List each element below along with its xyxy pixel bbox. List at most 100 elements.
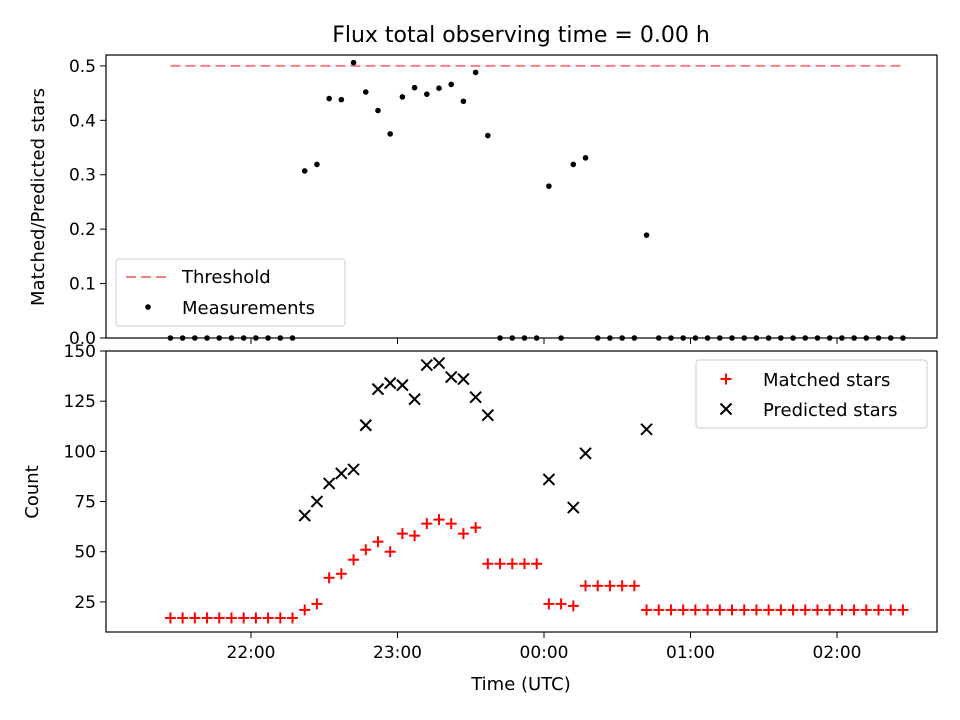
bottom-y-tick-label: 150: [64, 342, 96, 362]
top-plot-frame: [105, 54, 938, 339]
predicted-star-point: [469, 390, 482, 404]
matched-star-point: [580, 580, 592, 592]
matched-star-point: [457, 528, 469, 540]
measurement-point: [570, 161, 577, 168]
bottom-x-tick-label: 22:00: [227, 643, 276, 663]
matched-star-point: [421, 518, 433, 530]
predicted-star-point: [322, 477, 336, 490]
matched-star-point: [787, 604, 799, 616]
legend-predicted-swatch: [719, 402, 733, 416]
predicted-star-point: [347, 463, 360, 476]
measurement-point: [338, 96, 345, 103]
matched-star-point: [384, 546, 396, 558]
matched-star-point: [372, 536, 384, 548]
predicted-star-point: [567, 501, 580, 514]
matched-star-point: [409, 530, 421, 542]
predicted-star-point: [371, 382, 385, 396]
bottom-x-tick-label: 23:00: [373, 643, 422, 663]
matched-star-point: [287, 612, 299, 624]
matched-star-point: [274, 612, 286, 624]
top-y-axis-label: Matched/Predicted stars: [28, 88, 49, 306]
legend-matched-label: Matched stars: [763, 370, 890, 391]
matched-star-point: [299, 604, 311, 616]
predicted-star-point: [396, 378, 409, 392]
predicted-star-point: [420, 358, 434, 372]
matched-star-point: [177, 612, 189, 624]
matched-star-point: [836, 604, 848, 616]
bottom-x-tick-label: 00:00: [520, 643, 569, 663]
legend-measurements-label: Measurements: [182, 298, 315, 319]
top-legend-box: [115, 258, 346, 327]
measurement-point: [436, 85, 442, 91]
bottom-x-tick-label: 02:00: [813, 643, 862, 663]
measurement-point: [411, 84, 418, 91]
measurement-point: [643, 232, 650, 238]
bottom-y-axis-label: Count: [22, 465, 43, 518]
measurement-point: [326, 95, 332, 102]
top-y-tick-label: 0.2: [69, 220, 96, 240]
legend-predicted-marker: [719, 402, 733, 416]
matched-star-point: [897, 604, 909, 616]
matched-star-point: [628, 580, 640, 592]
matched-star-point: [726, 604, 738, 616]
predicted-star-point: [298, 509, 311, 522]
matched-star-point: [323, 572, 335, 584]
bottom-x-tick-label: 01:00: [666, 643, 715, 663]
top-y-tick-label: 0.0: [69, 329, 96, 349]
predicted-star-point: [432, 356, 446, 370]
matched-star-point: [811, 604, 823, 616]
matched-star-point: [262, 612, 274, 624]
matched-star-point: [567, 600, 579, 612]
matched-star-point: [494, 558, 506, 570]
top-y-tick-label: 0.5: [69, 57, 96, 77]
predicted-star-point: [383, 376, 397, 390]
matched-star-point: [506, 558, 518, 570]
matched-star-point: [189, 612, 201, 624]
matched-star-point: [238, 612, 250, 624]
predicted-star-point: [359, 419, 372, 432]
measurement-point: [546, 183, 552, 189]
top-y-tick-label: 0.4: [69, 111, 96, 131]
matched-star-point: [665, 604, 677, 616]
top-x-ticks: [250, 338, 838, 344]
matched-star-point: [604, 580, 616, 592]
bottom-y-tick-label: 125: [64, 392, 96, 412]
bottom-y-tick-label: 25: [74, 593, 96, 613]
matched-star-point: [518, 558, 530, 570]
matched-star-point: [824, 604, 836, 616]
predicted-star-point: [640, 423, 653, 436]
measurement-point: [448, 81, 455, 88]
measurement-point: [472, 69, 479, 76]
legend-predicted-label: Predicted stars: [763, 400, 897, 421]
measurement-point: [375, 107, 381, 114]
measurement-point: [301, 168, 308, 174]
predicted-star-point: [542, 473, 556, 486]
bottom-legend-box: [695, 359, 928, 429]
matched-star-point: [750, 604, 762, 616]
measurement-point: [399, 94, 406, 100]
matched-star-point: [775, 604, 787, 616]
matched-star-point: [653, 604, 665, 616]
measurement-point: [424, 91, 430, 97]
matched-star-point: [714, 604, 726, 616]
matched-star-point: [873, 604, 885, 616]
matched-star-point: [531, 558, 543, 570]
bottom-panel: 25 50 75 100 125 150 22:00 23:00 00:00 01:00 02:0…: [22, 342, 938, 695]
matched-star-point: [543, 598, 555, 610]
measurement-point: [582, 155, 589, 161]
matched-star-point: [677, 604, 689, 616]
legend-matched-swatch: [720, 373, 732, 385]
predicted-stars-points: [298, 356, 653, 522]
matched-star-point: [335, 568, 347, 580]
matched-stars-points: [164, 514, 909, 624]
matched-star-point: [616, 580, 628, 592]
measurement-point: [460, 98, 467, 105]
matched-star-point: [360, 544, 372, 556]
matched-star-point: [482, 558, 494, 570]
predicted-star-point: [408, 392, 421, 406]
matched-star-point: [250, 612, 262, 624]
matched-star-point: [860, 604, 872, 616]
matched-star-point: [164, 612, 176, 624]
measurement-point: [350, 59, 357, 66]
